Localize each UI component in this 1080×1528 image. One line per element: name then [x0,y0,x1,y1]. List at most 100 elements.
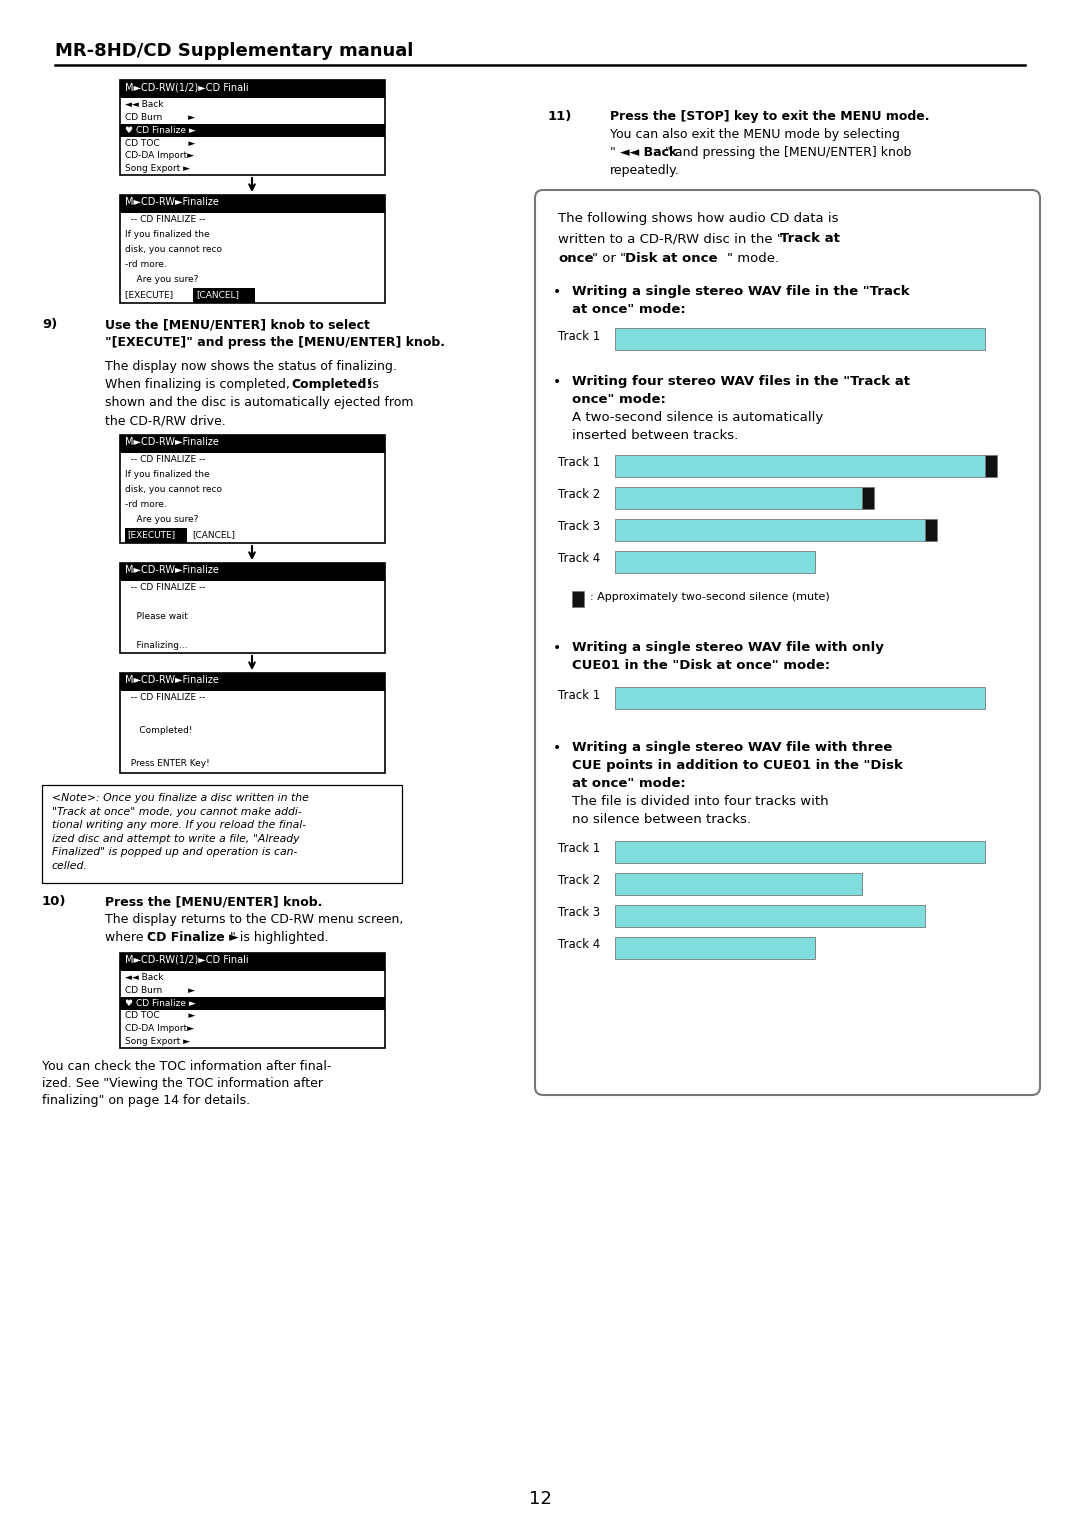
Text: " or ": " or " [592,252,626,264]
Text: If you finalized the: If you finalized the [125,231,210,238]
Text: Completed!: Completed! [291,377,373,391]
Bar [924,520,937,541]
Text: CUE01 in the "Disk at once" mode:: CUE01 in the "Disk at once" mode: [572,659,831,672]
Text: CD Burn         ►: CD Burn ► [125,113,195,122]
Text: repeatedly.: repeatedly. [610,163,679,177]
Bar [120,996,384,1010]
Text: "[EXECUTE]" and press the [MENU/ENTER] knob.: "[EXECUTE]" and press the [MENU/ENTER] k… [105,336,445,348]
Text: -- CD FINALIZE --: -- CD FINALIZE -- [125,584,205,591]
Text: CD TOC          ►: CD TOC ► [125,139,195,148]
Text: " is highlighted.: " is highlighted. [230,931,328,944]
Text: 10): 10) [42,895,67,908]
Text: M►CD-RW►Finalize: M►CD-RW►Finalize [125,437,219,448]
Text: M►CD-RW(1/2)►CD Finali: M►CD-RW(1/2)►CD Finali [125,83,248,92]
Text: When finalizing is completed, ": When finalizing is completed, " [105,377,300,391]
Text: Track 4: Track 4 [558,552,600,565]
Bar [615,937,815,960]
Text: ♥ CD Finalize ►: ♥ CD Finalize ► [125,999,195,1007]
Text: MR-8HD/CD Supplementary manual: MR-8HD/CD Supplementary manual [55,41,414,60]
FancyBboxPatch shape [535,189,1040,1096]
Text: CD-DA Import►: CD-DA Import► [125,1024,194,1033]
Text: ◄◄ Back: ◄◄ Back [125,973,163,983]
Bar [120,562,384,652]
Text: Are you sure?: Are you sure? [125,515,199,524]
Text: [CANCEL]: [CANCEL] [195,290,239,299]
Text: Song Export ►: Song Export ► [125,163,190,173]
Text: " mode.: " mode. [727,252,779,264]
Text: Track 4: Track 4 [558,938,600,950]
Bar [615,872,862,895]
Bar [615,455,985,477]
Text: shown and the disc is automatically ejected from: shown and the disc is automatically ejec… [105,396,414,410]
Text: Track 2: Track 2 [558,874,600,886]
Text: The display now shows the status of finalizing.: The display now shows the status of fina… [105,361,396,373]
Text: [EXECUTE]: [EXECUTE] [127,530,175,539]
Bar [985,455,997,477]
Bar [120,562,384,581]
Text: The display returns to the CD-RW menu screen,: The display returns to the CD-RW menu sc… [105,914,403,926]
Text: disk, you cannot reco: disk, you cannot reco [125,484,222,494]
Bar [125,529,187,542]
Text: Track 2: Track 2 [558,487,600,501]
Text: [CANCEL]: [CANCEL] [192,530,235,539]
Text: at once" mode:: at once" mode: [572,303,686,316]
Text: •: • [553,741,562,755]
Text: -- CD FINALIZE --: -- CD FINALIZE -- [125,455,205,465]
Text: once" mode:: once" mode: [572,393,666,406]
Text: ♥ CD Finalize ►: ♥ CD Finalize ► [125,125,195,134]
Text: <Note>: Once you finalize a disc written in the
"Track at once" mode, you cannot: <Note>: Once you finalize a disc written… [52,793,309,871]
Text: M►CD-RW►Finalize: M►CD-RW►Finalize [125,565,219,575]
Text: The following shows how audio CD data is: The following shows how audio CD data is [558,212,838,225]
Text: CD Burn         ►: CD Burn ► [125,986,195,995]
Bar [120,672,384,691]
Text: ": " [610,147,616,159]
Text: Track 1: Track 1 [558,330,600,342]
Text: Writing four stereo WAV files in the "Track at: Writing four stereo WAV files in the "Tr… [572,374,910,388]
Text: " and pressing the [MENU/ENTER] knob: " and pressing the [MENU/ENTER] knob [665,147,912,159]
Text: Track at: Track at [780,232,840,244]
Text: Completed!: Completed! [125,726,192,735]
Text: The file is divided into four tracks with: The file is divided into four tracks wit… [572,795,828,808]
Text: disk, you cannot reco: disk, you cannot reco [125,244,222,254]
Text: Writing a single stereo WAV file with three: Writing a single stereo WAV file with th… [572,741,892,753]
Text: CD TOC          ►: CD TOC ► [125,1012,195,1021]
Text: If you finalized the: If you finalized the [125,471,210,478]
Text: ◄◄ Back: ◄◄ Back [620,147,677,159]
Text: M►CD-RW►Finalize: M►CD-RW►Finalize [125,675,219,685]
Text: -rd more.: -rd more. [125,500,166,509]
Text: Track 1: Track 1 [558,689,600,701]
Bar [615,840,985,863]
Text: Writing a single stereo WAV file with only: Writing a single stereo WAV file with on… [572,642,883,654]
Text: Writing a single stereo WAV file in the "Track: Writing a single stereo WAV file in the … [572,286,909,298]
Text: •: • [553,642,562,656]
Text: Press the [STOP] key to exit the MENU mode.: Press the [STOP] key to exit the MENU mo… [610,110,930,122]
Text: [EXECUTE]: [EXECUTE] [125,290,176,299]
Bar [615,329,985,350]
Text: CD-DA Import►: CD-DA Import► [125,151,194,160]
Bar [120,435,384,542]
Bar [572,591,584,607]
Bar [120,435,384,452]
Text: ♥ CD Finalize ►: ♥ CD Finalize ► [125,125,195,134]
Text: CD Finalize ►: CD Finalize ► [147,931,239,944]
Text: : Approximately two-second silence (mute): : Approximately two-second silence (mute… [590,591,829,602]
Text: no silence between tracks.: no silence between tracks. [572,813,751,827]
Bar [615,905,924,927]
Bar [862,487,874,509]
Bar [42,785,402,883]
Text: where ": where " [105,931,153,944]
Text: Please wait: Please wait [125,611,188,620]
Text: •: • [553,286,562,299]
Bar [120,953,384,970]
Text: Song Export ►: Song Export ► [125,1038,190,1047]
Text: the CD-R/RW drive.: the CD-R/RW drive. [105,414,226,426]
Text: once: once [558,252,594,264]
Text: Disk at once: Disk at once [625,252,717,264]
Text: -- CD FINALIZE --: -- CD FINALIZE -- [125,694,205,701]
Text: ♥ CD Finalize ►: ♥ CD Finalize ► [125,999,195,1007]
Text: CUE points in addition to CUE01 in the "Disk: CUE points in addition to CUE01 in the "… [572,759,903,772]
Text: Track 1: Track 1 [558,842,600,856]
Bar [615,520,924,541]
Bar [120,953,384,1048]
Text: 12: 12 [528,1490,552,1508]
